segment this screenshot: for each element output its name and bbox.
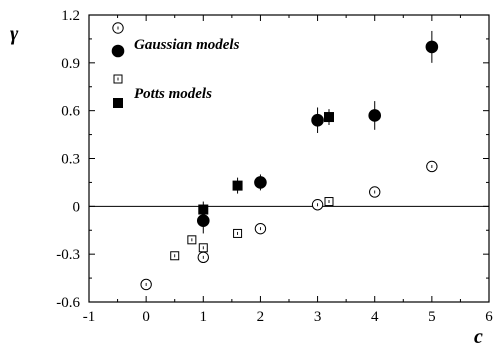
legend-label: Gaussian models: [134, 37, 240, 53]
legend: Gaussian models Potts models: [111, 22, 240, 108]
data-point-filled-circle: [425, 40, 439, 54]
x-axis-title: c: [474, 326, 483, 348]
x-tick-label: 5: [428, 309, 436, 325]
x-tick-label: -1: [83, 309, 96, 325]
data-point-filled-square: [324, 112, 334, 123]
legend-marker-filled-square: [113, 98, 123, 108]
legend-label: Potts models: [134, 86, 212, 102]
data-point-filled-circle: [311, 113, 324, 127]
series-open-square: [170, 197, 334, 261]
data-point-filled-square: [232, 180, 243, 191]
series-open-circle: [140, 160, 438, 291]
x-tick-label: 6: [485, 309, 493, 325]
data-marks: [140, 30, 439, 291]
y-axis-title: γ: [10, 23, 19, 45]
data-point-filled-square: [198, 204, 209, 215]
y-tick-label: 0.3: [61, 152, 80, 168]
x-tick-label: 2: [257, 309, 265, 325]
plot-frame: [88, 14, 490, 303]
axes: -1 0 1 2 3 4 5 6 -0.6 -0.3 0 0.3 0.6 0.9 1.2: [56, 8, 493, 325]
legend-marker-filled-circle: [111, 44, 125, 58]
y-tick-label: -0.6: [56, 295, 80, 311]
x-tick-label: 1: [200, 309, 208, 325]
y-tick-label: -0.3: [56, 247, 80, 263]
x-tick-label: 4: [371, 309, 379, 325]
y-tick-label: 0.6: [61, 104, 80, 120]
y-tick-label: 1.2: [61, 8, 80, 24]
data-point-filled-circle: [254, 176, 267, 189]
series-filled-circle: [196, 30, 439, 234]
x-tick-label: 3: [314, 309, 322, 325]
series-filled-square: [198, 109, 334, 218]
data-point-filled-circle: [368, 109, 382, 122]
x-tick-label: 0: [142, 309, 150, 325]
y-tick-label: 0: [73, 199, 81, 215]
y-tick-label: 0.9: [61, 56, 80, 72]
